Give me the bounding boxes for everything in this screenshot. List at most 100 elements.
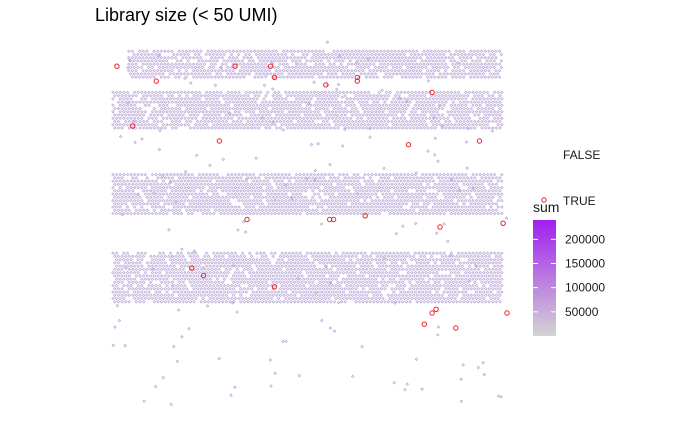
data-spot [240, 290, 245, 294]
data-spot [363, 179, 367, 183]
data-spot [388, 172, 392, 177]
data-spot [384, 198, 389, 203]
data-spot [383, 119, 387, 124]
data-spot [329, 113, 333, 117]
data-spot [208, 290, 212, 294]
data-spot [131, 182, 135, 187]
data-spot [336, 208, 340, 213]
data-spot [278, 106, 283, 111]
data-spot [402, 277, 407, 281]
data-spot [469, 68, 473, 73]
data-spot [130, 62, 135, 66]
data-spot [260, 182, 265, 187]
data-spot [140, 296, 144, 301]
data-spot [413, 264, 418, 268]
data-spot [146, 59, 151, 63]
data-spot [462, 176, 466, 180]
data-spot [420, 97, 425, 101]
data-spot [125, 192, 130, 196]
data-spot [136, 59, 140, 63]
data-spot [215, 290, 220, 294]
data-spot [352, 211, 356, 216]
data-spot [393, 208, 398, 213]
data-spot [181, 189, 185, 193]
data-spot [127, 254, 131, 259]
data-spot [133, 140, 137, 145]
data-spot [266, 290, 270, 294]
data-spot [438, 277, 443, 281]
data-spot [411, 55, 415, 60]
data-spot [276, 296, 281, 301]
data-spot [168, 97, 173, 101]
data-spot [254, 52, 259, 57]
data-spot [125, 257, 130, 262]
data-spot [479, 55, 484, 60]
data-spot [478, 123, 482, 127]
data-spot [401, 182, 405, 187]
data-spot [474, 251, 479, 255]
data-spot [257, 293, 261, 298]
data-spot [233, 172, 238, 177]
data-spot [435, 116, 439, 121]
data-spot [363, 90, 367, 95]
data-spot [242, 300, 247, 304]
data-spot [350, 49, 354, 53]
data-spot [145, 267, 149, 272]
data-spot [184, 62, 189, 66]
data-spot [388, 270, 392, 275]
data-spot [296, 68, 300, 73]
data-spot [201, 211, 205, 216]
data-spot [284, 185, 288, 190]
data-spot [469, 49, 473, 53]
data-spot [359, 52, 363, 57]
data-spot [413, 123, 418, 127]
data-spot [406, 192, 410, 196]
data-spot [263, 55, 268, 60]
data-spot [248, 251, 252, 255]
data-spot [224, 126, 229, 130]
data-spot [437, 104, 441, 108]
data-spot [293, 280, 297, 285]
data-spot [141, 208, 146, 213]
data-spot [346, 49, 351, 53]
data-spot [413, 198, 418, 203]
data-spot [413, 257, 418, 262]
data-spot [231, 293, 236, 298]
data-spot [213, 62, 217, 66]
data-spot [231, 176, 236, 180]
data-spot [476, 254, 481, 259]
data-spot [251, 205, 256, 209]
data-spot [363, 103, 367, 108]
data-spot [312, 296, 317, 301]
data-spot [118, 205, 122, 209]
data-spot [356, 179, 360, 183]
data-spot [145, 55, 149, 60]
data-spot [302, 257, 306, 262]
data-spot [320, 179, 324, 183]
data-spot [464, 90, 468, 95]
data-spot [293, 300, 297, 304]
data-spot [422, 49, 426, 53]
data-spot [312, 192, 317, 196]
data-spot [480, 254, 484, 259]
data-spot [215, 179, 220, 183]
data-spot [262, 65, 266, 70]
data-spot [366, 257, 371, 262]
data-spot [122, 172, 126, 177]
data-spot [229, 72, 234, 76]
data-spot [422, 293, 427, 298]
flagged-spot [437, 224, 443, 230]
data-spot [480, 208, 484, 213]
data-spot [455, 202, 459, 206]
data-spot [352, 205, 356, 209]
data-spot [318, 100, 322, 104]
data-spot [334, 277, 338, 281]
data-spot [437, 202, 441, 206]
data-spot [177, 267, 182, 272]
data-spot [276, 290, 281, 294]
data-spot [393, 100, 398, 104]
data-spot [292, 75, 297, 79]
data-spot [381, 179, 385, 183]
data-spot [269, 264, 274, 268]
data-spot [429, 300, 434, 304]
